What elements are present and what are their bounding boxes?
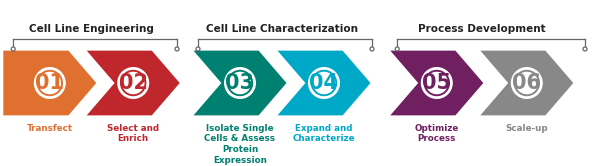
Text: 06: 06 [512, 73, 541, 93]
Ellipse shape [38, 72, 61, 94]
Ellipse shape [512, 68, 541, 98]
Text: Process Development: Process Development [418, 24, 545, 34]
Text: Expand and
Characterize: Expand and Characterize [293, 124, 355, 143]
Polygon shape [277, 51, 371, 115]
Ellipse shape [119, 68, 148, 98]
Ellipse shape [313, 72, 335, 94]
Text: Transfect: Transfect [27, 124, 73, 133]
Text: 05: 05 [422, 73, 451, 93]
Ellipse shape [175, 47, 179, 51]
Polygon shape [87, 51, 180, 115]
Ellipse shape [370, 47, 374, 51]
Polygon shape [481, 51, 574, 115]
Ellipse shape [196, 47, 200, 51]
Text: Optimize
Process: Optimize Process [415, 124, 459, 143]
Ellipse shape [395, 47, 399, 51]
Text: Cell Line Characterization: Cell Line Characterization [206, 24, 358, 34]
Text: Scale-up: Scale-up [505, 124, 548, 133]
Polygon shape [193, 51, 287, 115]
Text: Isolate Single
Cells & Assess
Protein
Expression: Isolate Single Cells & Assess Protein Ex… [205, 124, 275, 165]
Text: 03: 03 [226, 73, 254, 93]
Text: 02: 02 [119, 73, 148, 93]
Ellipse shape [425, 72, 448, 94]
Ellipse shape [515, 72, 538, 94]
Text: 01: 01 [35, 73, 64, 93]
Ellipse shape [583, 47, 587, 51]
Text: 04: 04 [310, 73, 338, 93]
Ellipse shape [226, 68, 254, 98]
Polygon shape [390, 51, 484, 115]
Ellipse shape [422, 68, 451, 98]
Ellipse shape [11, 47, 15, 51]
Polygon shape [4, 51, 96, 115]
Ellipse shape [310, 68, 338, 98]
Text: Select and
Enrich: Select and Enrich [107, 124, 159, 143]
Text: Cell Line Engineering: Cell Line Engineering [29, 24, 154, 34]
Ellipse shape [35, 68, 64, 98]
Ellipse shape [122, 72, 145, 94]
Ellipse shape [229, 72, 251, 94]
